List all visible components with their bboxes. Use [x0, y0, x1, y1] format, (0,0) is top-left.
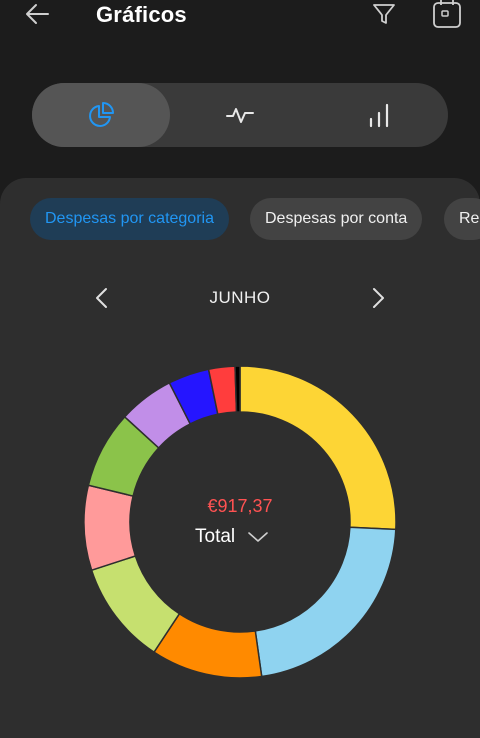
- top-bar: Gráficos: [0, 0, 480, 40]
- filter-icon[interactable]: [370, 0, 398, 28]
- pie-chart-icon: [89, 102, 114, 127]
- total-selector[interactable]: Total: [195, 524, 269, 550]
- back-arrow-icon[interactable]: [22, 0, 54, 28]
- month-navigator: JUNHO: [0, 280, 480, 316]
- chart-category-chips: Despesas por categoria Despesas por cont…: [30, 198, 480, 240]
- chip-despesas-por-categoria[interactable]: Despesas por categoria: [30, 198, 229, 240]
- chevron-right-icon[interactable]: [364, 284, 392, 312]
- bar-chart-icon: [369, 103, 389, 128]
- calendar-icon[interactable]: [430, 0, 464, 30]
- donut-slice-9[interactable]: [234, 365, 241, 413]
- donut-slice-1[interactable]: [254, 526, 397, 678]
- total-label: Total: [195, 526, 236, 547]
- page-title: Gráficos: [96, 2, 187, 27]
- line-chart-icon: [226, 108, 254, 123]
- chevron-left-icon[interactable]: [88, 284, 116, 312]
- bar-chart-tab[interactable]: [310, 83, 448, 147]
- line-chart-tab[interactable]: [170, 83, 310, 147]
- chip-truncated[interactable]: Re: [444, 198, 480, 240]
- category-donut-chart[interactable]: [80, 362, 400, 682]
- chip-despesas-por-conta[interactable]: Despesas por conta: [250, 198, 423, 240]
- chart-type-switcher: [32, 83, 448, 147]
- total-amount: €917,37: [207, 496, 273, 516]
- pie-chart-tab[interactable]: [32, 83, 170, 147]
- month-label: JUNHO: [209, 288, 271, 307]
- chevron-down-icon: [248, 532, 268, 542]
